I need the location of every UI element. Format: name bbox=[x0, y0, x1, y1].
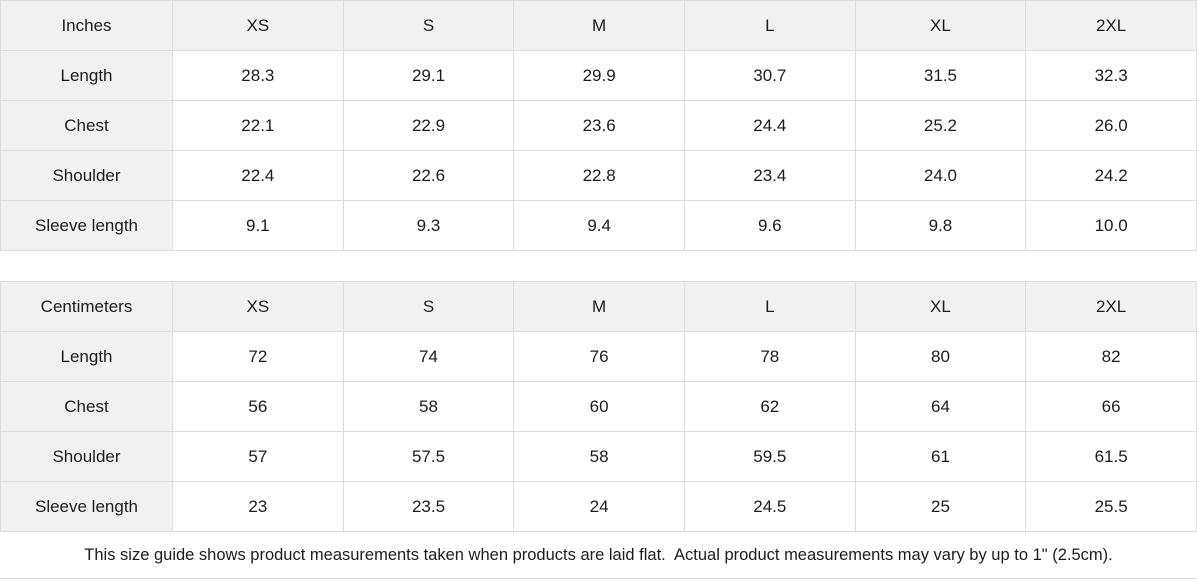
row-label-cell: Shoulder bbox=[0, 431, 173, 482]
measurement-value-cell: 58 bbox=[342, 381, 515, 432]
size-column-header: XS bbox=[172, 281, 344, 332]
measurement-value-cell: 9.6 bbox=[683, 200, 856, 251]
size-table-centimeters-body: Length 72 74 76 78 80 82 Chest 56 58 60 62 64 66 Shoul… bbox=[0, 331, 1197, 532]
measurement-value-cell: 57.5 bbox=[342, 431, 515, 482]
measurement-value-cell: 22.1 bbox=[172, 100, 344, 151]
table-row: Sleeve length 9.1 9.3 9.4 9.6 9.8 10.0 bbox=[0, 200, 1197, 251]
measurement-value-cell: 82 bbox=[1025, 331, 1197, 382]
measurement-value-cell: 29.1 bbox=[342, 50, 515, 101]
header-row: Centimeters XS S M L XL 2XL bbox=[0, 281, 1197, 332]
table-row: Length 28.3 29.1 29.9 30.7 31.5 32.3 bbox=[0, 50, 1197, 101]
measurement-value-cell: 25.5 bbox=[1025, 481, 1197, 532]
row-label-cell: Sleeve length bbox=[0, 200, 173, 251]
measurement-value-cell: 26.0 bbox=[1025, 100, 1197, 151]
measurement-value-cell: 76 bbox=[513, 331, 685, 382]
size-table-centimeters: Centimeters XS S M L XL 2XL Length 72 74 76 78 80 82… bbox=[0, 281, 1197, 532]
row-label-cell: Chest bbox=[0, 100, 173, 151]
measurement-value-cell: 80 bbox=[854, 331, 1027, 382]
size-column-header: L bbox=[683, 0, 856, 51]
measurement-value-cell: 61.5 bbox=[1025, 431, 1197, 482]
measurement-value-cell: 74 bbox=[342, 331, 515, 382]
measurement-value-cell: 59.5 bbox=[683, 431, 856, 482]
measurement-value-cell: 31.5 bbox=[854, 50, 1027, 101]
measurement-value-cell: 9.3 bbox=[342, 200, 515, 251]
measurement-value-cell: 9.4 bbox=[513, 200, 685, 251]
measurement-disclaimer: This size guide shows product measuremen… bbox=[0, 532, 1197, 579]
table-row: Sleeve length 23 23.5 24 24.5 25 25.5 bbox=[0, 481, 1197, 532]
size-column-header: 2XL bbox=[1025, 281, 1197, 332]
table-row: Shoulder 57 57.5 58 59.5 61 61.5 bbox=[0, 431, 1197, 482]
measurement-value-cell: 23 bbox=[172, 481, 344, 532]
size-table-inches-header: Inches XS S M L XL 2XL bbox=[0, 0, 1197, 51]
size-column-header: S bbox=[342, 0, 515, 51]
measurement-value-cell: 72 bbox=[172, 331, 344, 382]
size-table-inches: Inches XS S M L XL 2XL Length 28.3 29.1 29.9 30.7 3… bbox=[0, 0, 1197, 251]
measurement-value-cell: 22.6 bbox=[342, 150, 515, 201]
measurement-value-cell: 60 bbox=[513, 381, 685, 432]
size-column-header: M bbox=[513, 0, 685, 51]
row-label-cell: Chest bbox=[0, 381, 173, 432]
table-row: Chest 22.1 22.9 23.6 24.4 25.2 26.0 bbox=[0, 100, 1197, 151]
measurement-value-cell: 22.9 bbox=[342, 100, 515, 151]
measurement-disclaimer-text: This size guide shows product measuremen… bbox=[84, 545, 1113, 564]
measurement-value-cell: 30.7 bbox=[683, 50, 856, 101]
measurement-value-cell: 28.3 bbox=[172, 50, 344, 101]
measurement-value-cell: 58 bbox=[513, 431, 685, 482]
measurement-value-cell: 24.0 bbox=[854, 150, 1027, 201]
measurement-value-cell: 24.2 bbox=[1025, 150, 1197, 201]
size-table-inches-body: Length 28.3 29.1 29.9 30.7 31.5 32.3 Chest 22.1 2… bbox=[0, 50, 1197, 251]
measurement-value-cell: 61 bbox=[854, 431, 1027, 482]
unit-header-cell: Inches bbox=[0, 0, 173, 51]
size-column-header: XS bbox=[172, 0, 344, 51]
measurement-value-cell: 29.9 bbox=[513, 50, 685, 101]
measurement-value-cell: 24.4 bbox=[683, 100, 856, 151]
measurement-value-cell: 78 bbox=[683, 331, 856, 382]
measurement-value-cell: 23.4 bbox=[683, 150, 856, 201]
measurement-value-cell: 23.5 bbox=[342, 481, 515, 532]
measurement-value-cell: 25.2 bbox=[854, 100, 1027, 151]
measurement-value-cell: 32.3 bbox=[1025, 50, 1197, 101]
table-spacer bbox=[0, 251, 1197, 281]
measurement-value-cell: 23.6 bbox=[513, 100, 685, 151]
size-column-header: XL bbox=[854, 0, 1027, 51]
measurement-value-cell: 24 bbox=[513, 481, 685, 532]
measurement-value-cell: 22.4 bbox=[172, 150, 344, 201]
measurement-value-cell: 56 bbox=[172, 381, 344, 432]
measurement-value-cell: 25 bbox=[854, 481, 1027, 532]
size-column-header: M bbox=[513, 281, 685, 332]
size-table-centimeters-header: Centimeters XS S M L XL 2XL bbox=[0, 281, 1197, 332]
table-row: Length 72 74 76 78 80 82 bbox=[0, 331, 1197, 382]
measurement-value-cell: 62 bbox=[683, 381, 856, 432]
measurement-value-cell: 22.8 bbox=[513, 150, 685, 201]
row-label-cell: Shoulder bbox=[0, 150, 173, 201]
size-column-header: XL bbox=[854, 281, 1027, 332]
size-column-header: L bbox=[683, 281, 856, 332]
measurement-value-cell: 10.0 bbox=[1025, 200, 1197, 251]
size-column-header: 2XL bbox=[1025, 0, 1197, 51]
size-column-header: S bbox=[342, 281, 515, 332]
table-row: Chest 56 58 60 62 64 66 bbox=[0, 381, 1197, 432]
measurement-value-cell: 24.5 bbox=[683, 481, 856, 532]
row-label-cell: Length bbox=[0, 50, 173, 101]
header-row: Inches XS S M L XL 2XL bbox=[0, 0, 1197, 51]
unit-header-cell: Centimeters bbox=[0, 281, 173, 332]
measurement-value-cell: 57 bbox=[172, 431, 344, 482]
row-label-cell: Sleeve length bbox=[0, 481, 173, 532]
measurement-value-cell: 66 bbox=[1025, 381, 1197, 432]
table-row: Shoulder 22.4 22.6 22.8 23.4 24.0 24.2 bbox=[0, 150, 1197, 201]
row-label-cell: Length bbox=[0, 331, 173, 382]
measurement-value-cell: 9.8 bbox=[854, 200, 1027, 251]
measurement-value-cell: 9.1 bbox=[172, 200, 344, 251]
measurement-value-cell: 64 bbox=[854, 381, 1027, 432]
